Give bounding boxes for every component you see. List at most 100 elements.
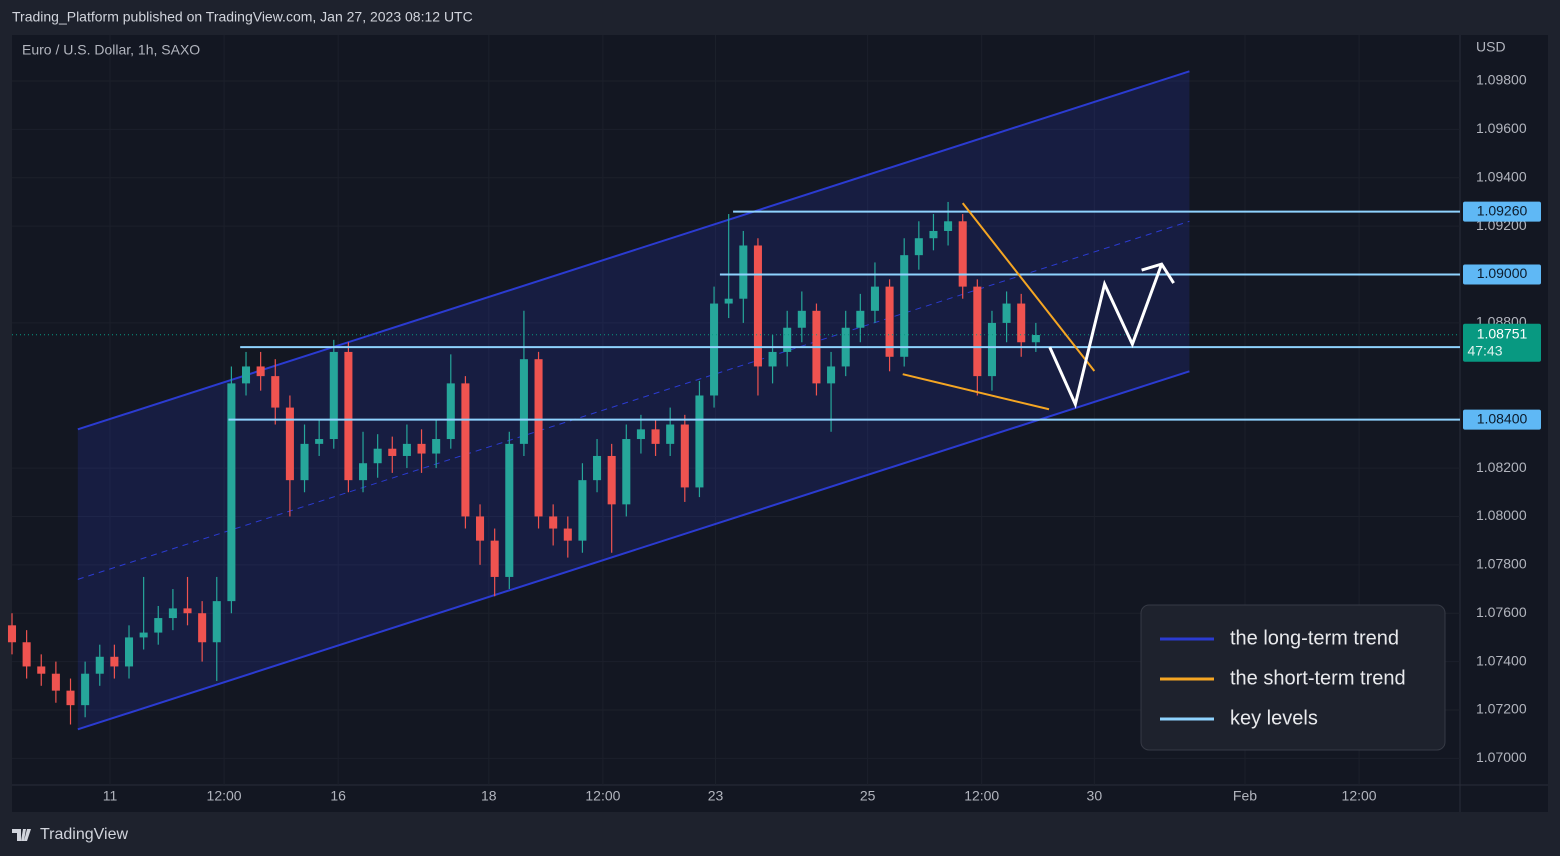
x-tick-label: 18 — [481, 788, 497, 804]
candle-body — [914, 238, 923, 256]
candle-body — [607, 455, 616, 505]
candle-body — [461, 383, 470, 517]
key-level-label: 1.09000 — [1477, 265, 1528, 281]
y-tick-label: 1.07800 — [1476, 556, 1527, 572]
candle-body — [944, 221, 953, 231]
candle-body — [7, 625, 17, 643]
projection-path — [1048, 263, 1164, 409]
candle-body — [622, 439, 631, 505]
x-tick-label: 11 — [103, 788, 118, 804]
candle-body — [402, 443, 411, 456]
candle-body — [578, 480, 587, 541]
axes: 1.098001.096001.094001.092001.088001.082… — [103, 72, 1541, 804]
candle-body — [856, 310, 865, 328]
x-tick-label: 16 — [330, 788, 346, 804]
candle-body — [710, 303, 719, 396]
candle-body — [168, 608, 177, 619]
countdown: 47:43 — [1467, 342, 1502, 358]
candle-body — [388, 448, 397, 456]
y-tick-label: 1.07400 — [1476, 652, 1527, 668]
candle-body — [344, 351, 353, 481]
candle-body — [549, 516, 558, 529]
candle-body — [183, 608, 192, 614]
candle-body — [929, 230, 938, 239]
candle-body — [154, 618, 163, 633]
channel-middle — [77, 220, 1190, 580]
candle-body — [139, 632, 148, 638]
channel-lower — [77, 370, 1190, 731]
candle-body — [870, 286, 879, 311]
candle-body — [987, 322, 996, 377]
y-tick-label: 1.09400 — [1476, 168, 1527, 184]
candle-body — [958, 221, 967, 287]
key-level-tag — [1463, 409, 1541, 430]
candle-body — [66, 690, 75, 706]
candle-body — [827, 366, 836, 384]
candle-body — [973, 286, 982, 377]
candle-body — [724, 298, 733, 304]
x-tick-label: 12:00 — [964, 788, 999, 804]
legend-label: key levels — [1230, 707, 1318, 729]
logo-mark — [12, 829, 31, 841]
candle-body — [81, 673, 90, 706]
logo: TradingView — [12, 826, 128, 843]
candle-body — [593, 455, 602, 481]
candle-body — [37, 666, 46, 674]
candle-body — [124, 637, 134, 667]
candle-body — [241, 366, 251, 384]
candle-body — [51, 673, 60, 691]
candle-body — [695, 395, 704, 488]
candle-body — [1002, 303, 1011, 323]
legend-box — [1140, 604, 1446, 751]
key-level-label: 1.08400 — [1477, 410, 1528, 426]
key-level-tag — [1463, 264, 1541, 285]
candle-body — [315, 439, 324, 444]
x-tick-label: 12:00 — [207, 788, 242, 804]
candle-body — [359, 463, 368, 481]
candle-body — [300, 443, 309, 481]
arrow-head — [1141, 262, 1175, 284]
short-term-trend-line — [961, 202, 1096, 372]
candle-body — [285, 407, 294, 481]
y-tick-label: 1.09800 — [1476, 72, 1527, 88]
last-price-tag — [1463, 323, 1541, 362]
candle-body — [797, 310, 806, 328]
x-tick-label: Feb — [1233, 788, 1257, 804]
plot — [7, 70, 1460, 731]
candle-body — [198, 613, 207, 643]
candle-body — [768, 351, 777, 367]
candle-body — [95, 656, 104, 674]
legend: the long-term trend the short-term trend k… — [1140, 604, 1446, 751]
x-tick-label: 12:00 — [585, 788, 620, 804]
publisher: Trading_Platform published on TradingVie… — [12, 9, 473, 25]
candle-body — [563, 528, 572, 541]
candle-body — [1017, 303, 1026, 343]
x-tick-label: 25 — [860, 788, 876, 804]
candle-body — [666, 424, 675, 444]
candle-body — [329, 351, 338, 440]
candle-body — [490, 540, 499, 577]
candle-body — [885, 286, 894, 357]
candle-body — [651, 429, 660, 444]
chart-title: Euro / U.S. Dollar, 1h, SAXO — [22, 42, 200, 58]
candle-body — [739, 245, 748, 299]
candle-body — [1031, 335, 1040, 343]
y-tick-label: 1.07600 — [1476, 604, 1527, 620]
last-price-label: 1.08751 — [1477, 325, 1528, 341]
candle-body — [476, 516, 485, 541]
key-level-label: 1.09260 — [1477, 202, 1528, 218]
candle-body — [212, 601, 221, 643]
y-tick-label: 1.08200 — [1476, 459, 1527, 475]
candle-body — [900, 255, 909, 357]
legend-label: the long-term trend — [1230, 627, 1399, 649]
candle-body — [110, 656, 119, 667]
legend-label: the short-term trend — [1230, 667, 1406, 689]
candle-body — [783, 327, 792, 352]
y-tick-label: 1.07000 — [1476, 749, 1527, 765]
candle-body — [753, 245, 762, 367]
key-level-tag — [1463, 201, 1541, 222]
candle-body — [680, 424, 689, 488]
candle-body — [227, 383, 236, 602]
candle-body — [432, 439, 441, 454]
